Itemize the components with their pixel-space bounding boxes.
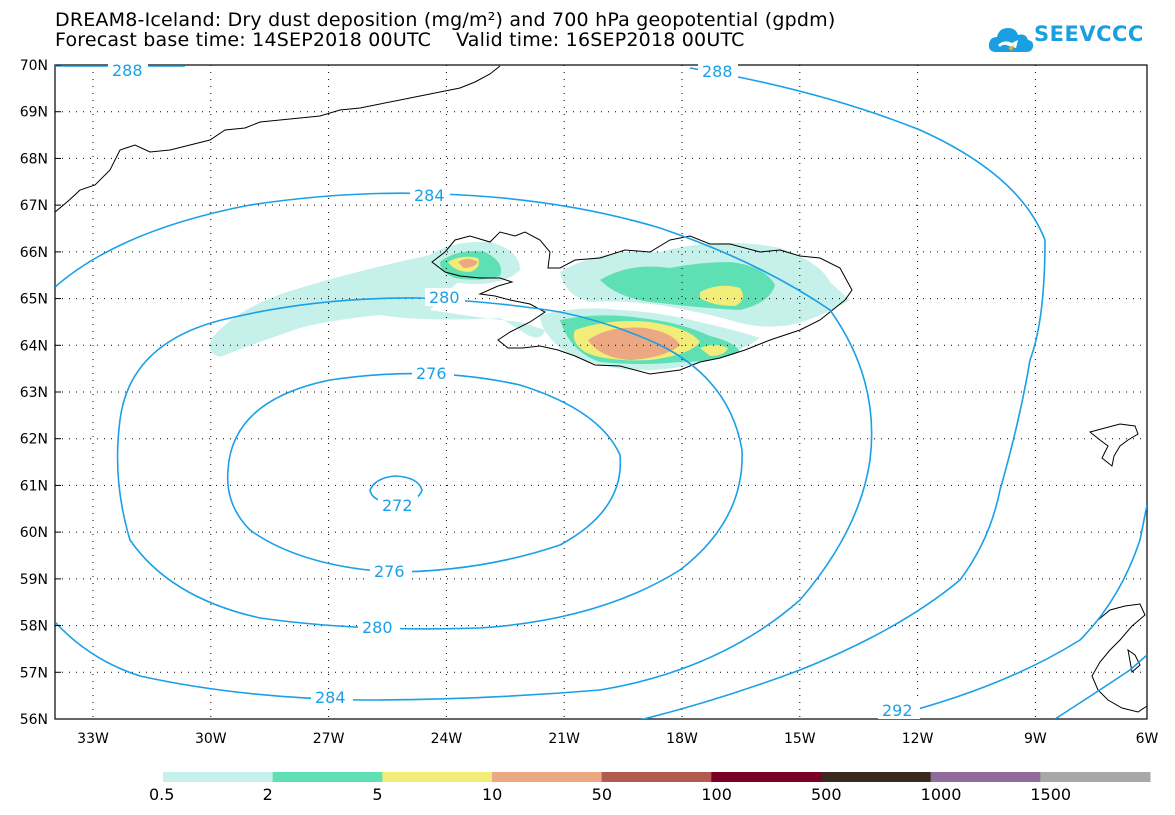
coastlines <box>55 65 1147 713</box>
faroe-islands <box>1088 423 1139 467</box>
legend-swatch <box>163 772 274 782</box>
iceland-coast <box>431 231 853 375</box>
dust-5-north <box>700 285 744 306</box>
greenland-coast <box>55 65 501 213</box>
lon-tick-label: 27W <box>313 731 345 747</box>
legend-label: 500 <box>811 785 842 804</box>
dust-10-westfjords <box>458 259 478 268</box>
time-info: Forecast base time: 14SEP2018 00UTC Vali… <box>55 30 955 50</box>
legend-label: 5 <box>372 785 383 804</box>
seevccc-logo: SEEVCCC <box>988 18 1143 58</box>
cloud-icon <box>988 28 1034 52</box>
contour-276 <box>226 372 622 573</box>
map-header: DREAM8-Iceland: Dry dust deposition (mg/… <box>55 10 955 50</box>
dust-5-se <box>700 345 728 356</box>
latitude-labels: 70N 69N 68N 67N 66N 65N 64N 63N 62N 61N 60N 59N 58N 5… <box>20 58 61 728</box>
dust-deposition-field <box>209 241 850 371</box>
lon-tick-label: 12W <box>902 731 934 747</box>
legend-swatch <box>930 772 1041 782</box>
contour-288 <box>55 65 1046 719</box>
lon-tick-label: 33W <box>77 731 109 747</box>
legend-swatch <box>711 772 822 782</box>
contour-label: 288 <box>702 62 733 81</box>
contour-label: 292 <box>882 701 913 720</box>
lat-tick-label: 58N <box>20 619 48 635</box>
contour-label: 280 <box>429 288 460 307</box>
contour-label: 280 <box>362 618 393 637</box>
lon-tick-label: 24W <box>431 731 463 747</box>
lat-tick-label: 66N <box>20 245 48 261</box>
contour-label: 272 <box>382 496 413 515</box>
legend-label: 50 <box>591 785 613 804</box>
valid-time: 16SEP2018 00UTC <box>565 29 745 51</box>
lon-tick-label: 21W <box>548 731 580 747</box>
grid-lines <box>55 65 1147 719</box>
color-legend <box>163 772 1151 782</box>
contour-label: 284 <box>315 688 346 707</box>
dust-10-south <box>588 327 680 360</box>
lat-tick-label: 69N <box>20 105 48 121</box>
forecast-time: 14SEP2018 00UTC <box>252 29 432 51</box>
lat-tick-label: 60N <box>20 525 48 541</box>
lat-tick-label: 64N <box>20 338 48 354</box>
legend-label: 0.5 <box>149 785 175 804</box>
contour-label: 284 <box>414 186 445 205</box>
lat-tick-label: 61N <box>20 478 48 494</box>
legend-swatch <box>821 772 932 782</box>
legend-swatch <box>492 772 603 782</box>
lat-tick-label: 57N <box>20 665 48 681</box>
lat-tick-label: 65N <box>20 292 48 308</box>
lat-tick-label: 63N <box>20 385 48 401</box>
longitude-labels: 33W 30W 27W 24W 21W 18W 15W 12W 9W 6W <box>77 731 1158 747</box>
lat-tick-label: 70N <box>20 58 48 74</box>
lon-tick-label: 6W <box>1136 731 1159 747</box>
contour-280 <box>116 297 743 630</box>
lon-tick-label: 18W <box>666 731 698 747</box>
contour-292 <box>879 504 1147 719</box>
lat-tick-label: 59N <box>20 572 48 588</box>
lon-tick-label: 15W <box>784 731 816 747</box>
legend-label: 100 <box>701 785 732 804</box>
contour-label: 288 <box>112 61 143 80</box>
forecast-label: Forecast base time: <box>55 29 246 51</box>
lat-tick-label: 68N <box>20 151 48 167</box>
legend-label: 2 <box>262 785 273 804</box>
legend-label: 1500 <box>1030 785 1072 804</box>
logo-text: SEEVCCC <box>1034 22 1144 46</box>
lon-tick-label: 30W <box>195 731 227 747</box>
scotland-coast <box>1091 603 1147 713</box>
legend-swatch <box>272 772 383 782</box>
lat-tick-label: 67N <box>20 198 48 214</box>
contour-labels: 288 288 284 280 276 276 272 280 284 292 <box>108 61 920 720</box>
contour-label: 276 <box>374 562 405 581</box>
contour-label: 276 <box>416 364 447 383</box>
legend-swatch <box>1040 772 1151 782</box>
lat-tick-label: 56N <box>20 712 48 728</box>
legend-swatch <box>382 772 493 782</box>
geopotential-contours <box>55 65 1147 719</box>
legend-label: 1000 <box>920 785 962 804</box>
valid-label: Valid time: <box>456 29 560 51</box>
legend-swatch <box>601 772 712 782</box>
lon-tick-label: 9W <box>1024 731 1047 747</box>
map-title: DREAM8-Iceland: Dry dust deposition (mg/… <box>55 9 836 31</box>
lat-tick-label: 62N <box>20 432 48 448</box>
contour-292-east <box>1054 654 1147 719</box>
hebrides <box>1127 648 1141 673</box>
legend-label: 10 <box>482 785 503 804</box>
